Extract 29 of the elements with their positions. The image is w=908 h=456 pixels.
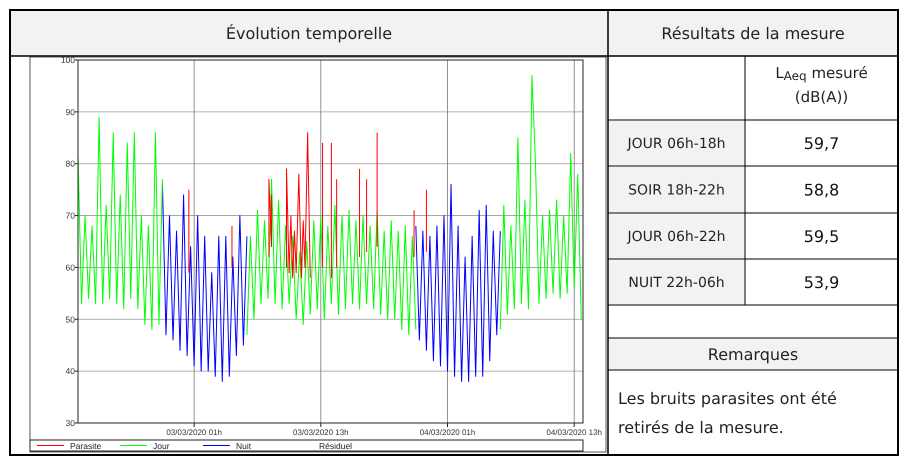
y-tick-label: 40 xyxy=(66,366,76,376)
category-label: JOUR 06h-18h xyxy=(626,136,726,152)
x-tick-label: 04/03/2020 01h xyxy=(420,428,476,437)
y-tick-label: 50 xyxy=(66,314,76,324)
legend-label: Nuit xyxy=(236,441,252,451)
text: Résiduel xyxy=(319,441,352,451)
category-label: SOIR 18h-22h xyxy=(628,182,725,198)
x-tick-label: 03/03/2020 01h xyxy=(166,428,222,437)
category-label: JOUR 06h-22h xyxy=(626,229,726,245)
legend-label: Jour xyxy=(153,441,170,451)
y-tick-label: 100 xyxy=(60,55,76,65)
text: 59,7 xyxy=(804,134,840,153)
y-tick-label: 80 xyxy=(66,158,76,169)
text: Remarques xyxy=(708,345,798,364)
text: 59,5 xyxy=(804,227,840,246)
y-tick-label: 90 xyxy=(66,106,76,117)
chart-title: Évolution temporelle xyxy=(226,24,392,43)
y-tick-label: 70 xyxy=(66,210,76,221)
x-tick-label: 03/03/2020 13h xyxy=(293,428,349,437)
y-tick-label: 30 xyxy=(66,418,76,428)
text: Résultats de la mesure xyxy=(661,24,845,43)
text: Les bruits parasites ont été retirés de la mesure. xyxy=(618,389,837,437)
y-tick-label: 60 xyxy=(66,262,76,272)
category-label: NUIT 22h-06h xyxy=(628,275,725,291)
text: 53,9 xyxy=(804,273,840,292)
x-tick-label: 04/03/2020 13h xyxy=(546,428,602,437)
text: 58,8 xyxy=(804,180,840,200)
text: L$_{Aeq}$ mesuré (dB(A)) xyxy=(775,64,868,106)
legend-label: Parasite xyxy=(70,441,102,451)
